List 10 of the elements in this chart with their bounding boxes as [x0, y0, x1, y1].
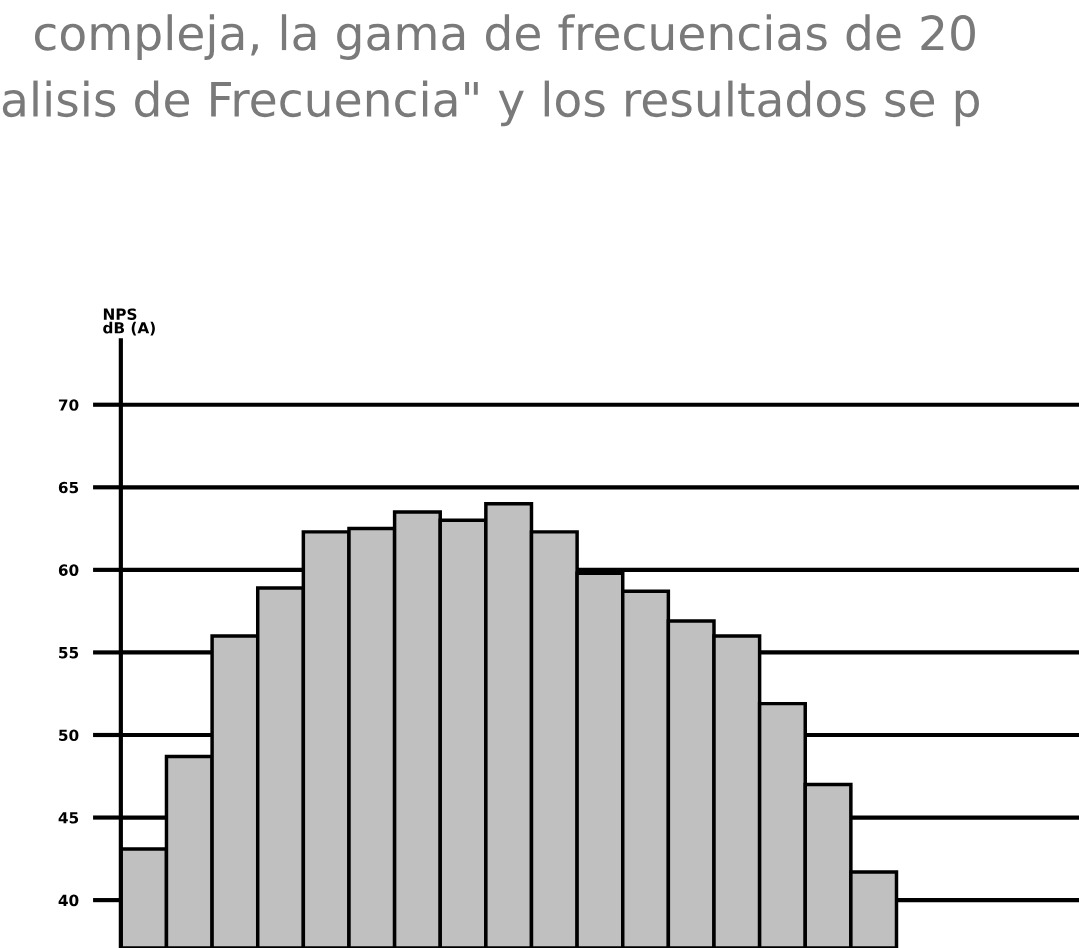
y-tick-label: 65 [58, 481, 79, 494]
y-tick-label: 70 [58, 399, 79, 411]
y-tick-label: 60 [58, 564, 79, 576]
y-tick-label: 40 [58, 894, 79, 907]
y-axis-title: NPS dB (A) [103, 308, 155, 336]
y-tick-label: 55 [59, 647, 79, 659]
text: alisis de Frecuencia" y los resultados se p [2, 80, 979, 127]
y-tick-label: 45 [58, 812, 79, 824]
y-tick-label: 50 [59, 729, 79, 742]
text: compleja, la gama de frecuencias de 20 [34, 14, 975, 60]
